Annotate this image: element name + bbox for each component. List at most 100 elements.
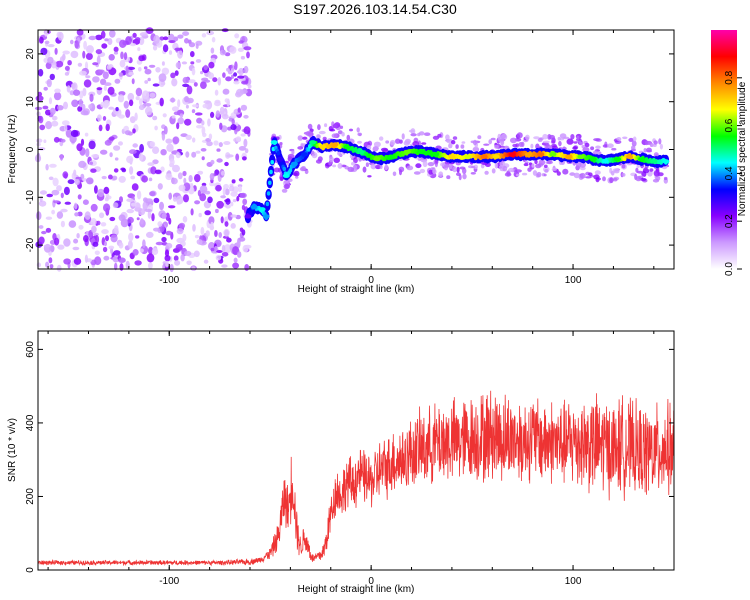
spectrogram-halo-blob xyxy=(530,143,534,149)
spectrogram-noise-blob xyxy=(92,241,99,247)
spectrogram-noise-blob xyxy=(203,64,208,71)
spectrogram-noise-blob xyxy=(109,152,113,158)
spectrogram-noise-blob xyxy=(146,231,154,238)
spectrogram-halo-blob xyxy=(315,134,322,140)
spectrogram-noise-blob xyxy=(97,114,102,122)
spectrogram-halo-blob xyxy=(468,165,474,169)
spectrogram-noise-blob xyxy=(79,90,84,99)
spectrogram-noise-blob xyxy=(100,101,106,108)
spectrogram-noise-blob xyxy=(162,113,167,118)
spectrogram-noise-blob xyxy=(243,126,251,135)
spectrogram-noise-blob xyxy=(64,65,70,71)
spectrogram-noise-blob xyxy=(210,111,215,118)
snr-y-tick-label: 0 xyxy=(25,567,36,573)
spectrogram-noise-blob xyxy=(170,72,176,79)
spectrogram-halo-blob xyxy=(340,125,344,129)
spectrogram-noise-blob xyxy=(239,89,248,95)
chart-title: S197.2026.103.14.54.C30 xyxy=(293,1,457,17)
spectrogram-noise-blob xyxy=(238,146,246,151)
spectrogram-noise-blob xyxy=(35,211,42,221)
spectrogram-halo-blob xyxy=(551,168,557,171)
spectrogram-noise-blob xyxy=(84,61,89,70)
spectrogram-noise-blob xyxy=(222,72,226,78)
spectrogram-halo-blob xyxy=(406,165,414,171)
spectrogram-noise-blob xyxy=(227,211,233,221)
spectrogram-halo-blob xyxy=(520,141,525,147)
spectrogram-ridge-cell xyxy=(276,151,281,156)
spectrogram-halo-blob xyxy=(494,144,499,149)
spectrogram-noise-blob xyxy=(57,31,64,41)
spectrogram-noise-blob xyxy=(196,239,203,245)
spectrogram-noise-blob xyxy=(88,140,96,150)
spectrogram-noise-blob xyxy=(204,210,211,216)
spectrogram-y-tick-label: -10 xyxy=(25,190,36,205)
spectrogram-noise-blob xyxy=(158,73,167,82)
spectrogram-halo-blob xyxy=(461,141,466,144)
spectrogram-noise-blob xyxy=(84,132,89,137)
spectrogram-halo-blob xyxy=(483,143,490,146)
spectrogram-noise-blob xyxy=(184,250,192,257)
spectrogram-halo-blob xyxy=(448,143,453,149)
spectrogram-halo-blob xyxy=(542,140,550,144)
spectrogram-noise-blob xyxy=(216,148,221,152)
spectrogram-noise-blob xyxy=(220,170,225,176)
spectrogram-halo-blob xyxy=(410,133,417,137)
spectrogram-noise-blob xyxy=(169,97,176,103)
spectrogram-halo-blob xyxy=(304,169,309,175)
spectrogram-noise-blob xyxy=(140,218,144,225)
spectrogram-noise-blob xyxy=(151,247,159,255)
spectrogram-noise-blob xyxy=(74,178,80,186)
spectrogram-halo-blob xyxy=(287,153,295,160)
spectrogram-halo-blob xyxy=(523,163,529,167)
spectrogram-noise-blob xyxy=(201,33,207,38)
spectrogram-halo-blob xyxy=(572,146,578,150)
spectrogram-noise-blob xyxy=(47,56,54,64)
spectrogram-noise-blob xyxy=(90,203,98,212)
spectrogram-noise-blob xyxy=(77,194,82,200)
spectrogram-noise-blob xyxy=(37,91,43,97)
spectrogram-noise-blob xyxy=(124,130,132,136)
spectrogram-noise-blob xyxy=(161,67,170,76)
spectrogram-noise-blob xyxy=(174,260,181,266)
spectrogram-ridge-point xyxy=(309,140,317,145)
spectrogram-noise-blob xyxy=(237,75,245,79)
spectrogram-ridge-cell xyxy=(306,147,311,152)
spectrogram-noise-blob xyxy=(66,85,71,93)
spectrogram-noise-blob xyxy=(160,81,166,86)
spectrogram-noise-blob xyxy=(182,170,187,177)
spectrogram-noise-blob xyxy=(113,51,119,55)
spectrogram-ridge-point xyxy=(343,144,351,150)
spectrogram-noise-blob xyxy=(200,148,207,152)
spectrogram-halo-blob xyxy=(595,145,601,149)
spectrogram-noise-blob xyxy=(103,85,107,91)
spectrogram-halo-blob xyxy=(477,135,482,140)
spectrogram-noise-blob xyxy=(49,107,56,115)
spectrogram-noise-blob xyxy=(139,98,143,106)
spectrogram-noise-blob xyxy=(223,244,232,254)
colorbar-label: Normalized spectral amplitude xyxy=(737,81,748,216)
spectrogram-halo-blob xyxy=(297,135,303,141)
spectrogram-halo-blob xyxy=(557,136,561,141)
spectrogram-noise-blob xyxy=(152,115,158,121)
spectrogram-noise-blob xyxy=(39,36,44,44)
spectrogram-noise-blob xyxy=(102,71,109,80)
spectrogram-halo-blob xyxy=(579,141,584,146)
spectrogram-noise-blob xyxy=(177,117,185,125)
spectrogram-noise-blob xyxy=(188,175,193,183)
spectrogram-halo-blob xyxy=(281,188,288,193)
spectrogram-noise-blob xyxy=(71,99,79,108)
spectrogram-ridge-point xyxy=(290,161,298,166)
snr-frame xyxy=(37,330,675,571)
spectrogram-halo-blob xyxy=(317,156,323,162)
spectrogram-noise-blob xyxy=(95,34,103,41)
spectrogram-noise-blob xyxy=(231,118,235,125)
spectrogram-ridge-cell xyxy=(269,169,273,175)
spectrogram-halo-blob xyxy=(332,164,337,168)
spectrogram-noise-blob xyxy=(235,153,240,161)
spectrogram-halo-blob xyxy=(392,171,397,177)
spectrogram-noise-blob xyxy=(178,184,186,192)
colorbar-gradient xyxy=(711,30,737,269)
spectrogram-halo-blob xyxy=(576,135,580,140)
spectrogram-halo-blob xyxy=(610,170,615,176)
spectrogram-noise-blob xyxy=(237,251,242,258)
